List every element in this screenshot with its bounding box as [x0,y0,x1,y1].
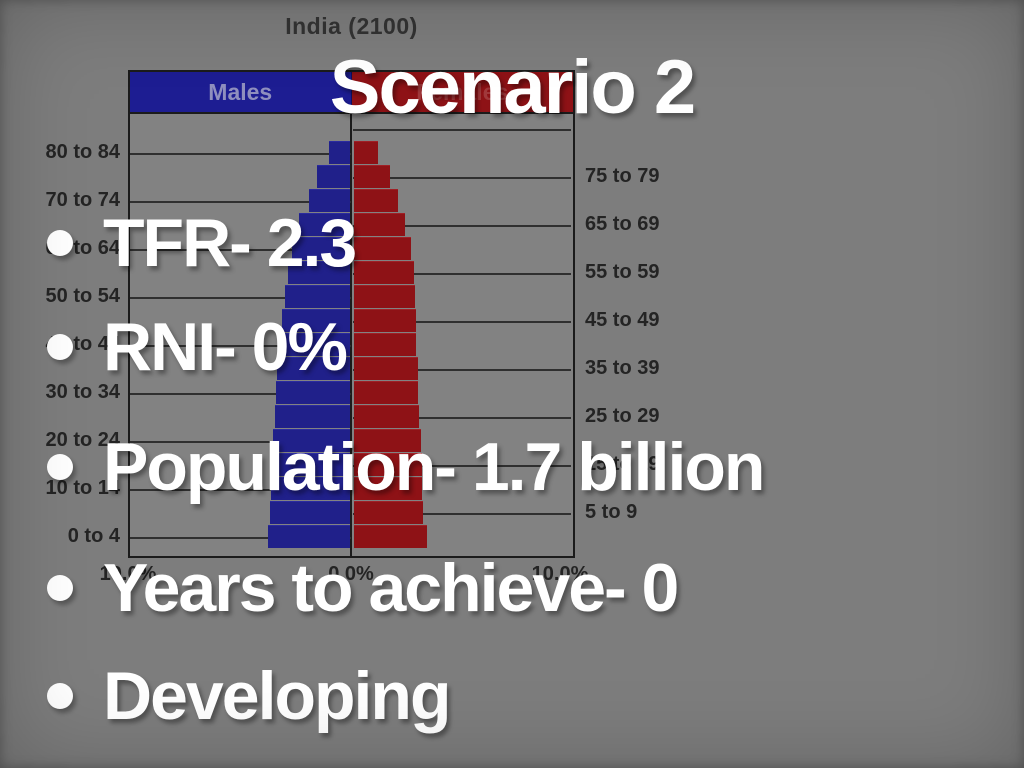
male-bar-55-to-59 [288,261,350,284]
females-header: Females [351,72,573,112]
female-bar-40-to-44 [354,333,416,356]
males-header: Males [130,72,352,112]
bullet-line: Population- 1.7 billion [0,423,1024,511]
age-label-right: 25 to 29 [585,405,660,427]
age-label-left: 0 to 4 [67,525,120,547]
gridline-right [353,129,571,131]
female-bar-25-to-29 [354,405,419,428]
x-axis-tick-label: 10.0% [99,563,157,585]
female-bar-10-to-14 [354,477,422,500]
male-bar-25-to-29 [275,405,350,428]
bullet-text: Population- 1.7 billion [103,429,765,505]
gridline-left [130,489,351,491]
female-bar-0-to-4 [354,525,427,548]
male-bar-75-to-79 [317,165,350,188]
male-bar-50-to-54 [285,285,350,308]
gridline-right [353,417,571,419]
bullet-line: Years to achieve- 0 [0,544,1024,632]
age-label-left: 70 to 74 [45,189,120,211]
bullet-line: RNI- 0% [0,303,1024,391]
gridline-left [130,249,351,251]
gridline-left [130,153,351,155]
age-label-right: 15 to 19 [585,453,660,475]
gridline-right [353,273,571,275]
chart-title: India (2100) [285,13,418,39]
gridline-left [130,537,351,539]
male-bar-65-to-69 [299,213,350,236]
gridline-left [130,345,351,347]
male-bar-35-to-39 [277,357,350,380]
age-label-left: 50 to 54 [45,285,120,307]
gridline-left [130,393,351,395]
male-bar-40-to-44 [280,333,350,356]
pyramid-legend-header: Males Females [130,72,573,114]
female-bar-80-to-84 [354,141,378,164]
gridline-right [353,513,571,515]
bullet-text: Years to achieve- 0 [103,550,679,626]
age-label-right: 75 to 79 [585,165,660,187]
x-axis-tick-label: 10.0% [531,563,589,585]
center-axis-line [350,114,352,556]
age-label-left: 10 to 14 [45,477,120,499]
x-axis-tick-label: 0.0% [328,563,374,585]
female-bar-70-to-74 [354,189,398,212]
female-bar-75-to-79 [354,165,390,188]
female-bar-30-to-34 [354,381,418,404]
bullet-text: Developing [103,658,451,734]
age-label-right: 35 to 39 [585,357,660,379]
female-bar-5-to-9 [354,501,423,524]
gridline-right [353,321,571,323]
gridline-right [353,465,571,467]
pyramid-plot [130,114,573,556]
bullet-dot-icon [47,575,73,601]
slide-title: Scenario 2 [329,45,696,130]
male-bar-45-to-49 [282,309,350,332]
bullet-line: Developing [0,652,1024,740]
age-label-right: 45 to 49 [585,309,660,331]
bullet-dot-icon [47,683,73,709]
bullet-text: RNI- 0% [103,309,348,385]
age-label-right: 65 to 69 [585,213,660,235]
bullet-dot-icon [47,230,73,256]
male-bar-15-to-19 [272,453,350,476]
male-bar-20-to-24 [273,429,350,452]
female-bar-65-to-69 [354,213,405,236]
bullet-text: TFR- 2.3 [103,205,357,281]
gridline-left [130,441,351,443]
age-label-right: 5 to 9 [585,501,638,523]
bullet-dot-icon [47,454,73,480]
female-bar-20-to-24 [354,429,421,452]
bullet-dot-icon [47,334,73,360]
female-bar-45-to-49 [354,309,416,332]
female-bar-15-to-19 [354,453,422,476]
female-bar-35-to-39 [354,357,418,380]
male-bar-60-to-64 [292,237,350,260]
male-bar-80-to-84 [329,141,350,164]
female-bar-50-to-54 [354,285,415,308]
age-label-left: 30 to 34 [45,381,120,403]
age-label-right: 55 to 59 [585,261,660,283]
male-bar-30-to-34 [276,381,350,404]
female-bar-55-to-59 [354,261,414,284]
male-bar-0-to-4 [268,525,350,548]
male-bar-10-to-14 [271,477,350,500]
bullet-line: TFR- 2.3 [0,199,1024,287]
female-bar-60-to-64 [354,237,411,260]
age-label-left: 80 to 84 [45,141,120,163]
population-pyramid-chart: Males Females [128,70,575,558]
male-bar-5-to-9 [270,501,350,524]
male-bar-70-to-74 [309,189,350,212]
gridline-left [130,297,351,299]
gridline-left [130,201,351,203]
gridline-right [353,369,571,371]
gridline-right [353,225,571,227]
age-label-left: 20 to 24 [45,429,120,451]
gridline-right [353,177,571,179]
